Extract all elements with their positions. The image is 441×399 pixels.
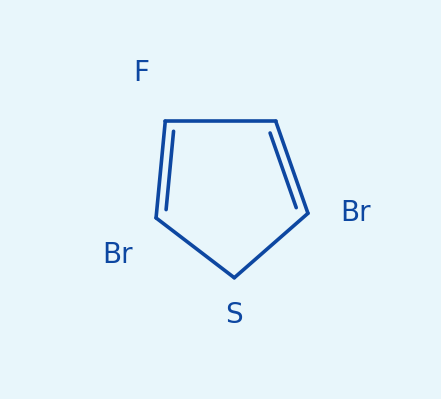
Text: Br: Br bbox=[340, 200, 371, 227]
Text: F: F bbox=[134, 59, 149, 87]
Text: S: S bbox=[225, 301, 243, 329]
Text: Br: Br bbox=[102, 241, 133, 269]
